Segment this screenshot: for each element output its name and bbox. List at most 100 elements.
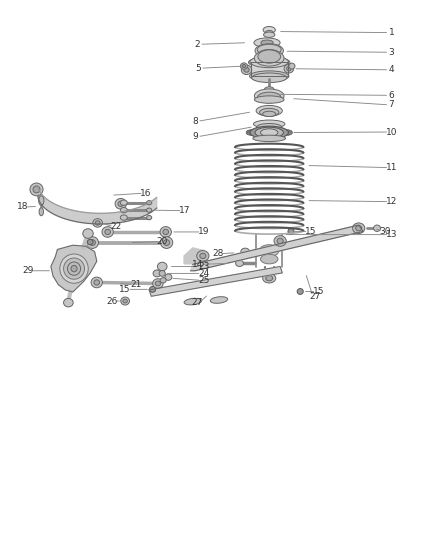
Ellipse shape — [271, 133, 275, 136]
Text: 10: 10 — [386, 127, 397, 136]
Ellipse shape — [160, 227, 171, 237]
Ellipse shape — [95, 221, 100, 225]
Ellipse shape — [285, 132, 290, 135]
Ellipse shape — [266, 276, 273, 281]
Ellipse shape — [120, 215, 127, 220]
Ellipse shape — [297, 288, 303, 294]
Ellipse shape — [287, 130, 291, 134]
Text: 15: 15 — [120, 285, 131, 294]
Ellipse shape — [105, 229, 110, 235]
Ellipse shape — [258, 92, 281, 103]
Ellipse shape — [121, 297, 130, 305]
Text: 17: 17 — [179, 206, 191, 215]
Text: 18: 18 — [17, 203, 28, 212]
Ellipse shape — [184, 298, 201, 305]
Ellipse shape — [153, 270, 161, 277]
Text: 2: 2 — [194, 40, 200, 49]
Ellipse shape — [250, 71, 289, 82]
Ellipse shape — [263, 133, 268, 136]
Ellipse shape — [64, 258, 85, 279]
Ellipse shape — [86, 237, 99, 248]
Ellipse shape — [258, 50, 281, 63]
Ellipse shape — [30, 183, 43, 196]
Ellipse shape — [356, 225, 362, 231]
Ellipse shape — [247, 130, 251, 134]
Ellipse shape — [155, 281, 160, 286]
Ellipse shape — [250, 126, 288, 139]
Ellipse shape — [200, 253, 206, 259]
Ellipse shape — [150, 286, 155, 292]
Polygon shape — [149, 266, 283, 296]
Ellipse shape — [374, 225, 381, 231]
Ellipse shape — [274, 133, 279, 136]
Ellipse shape — [94, 280, 99, 285]
Polygon shape — [191, 225, 363, 271]
Ellipse shape — [261, 40, 273, 45]
Text: 6: 6 — [389, 91, 394, 100]
Ellipse shape — [274, 128, 279, 132]
Polygon shape — [51, 245, 97, 292]
Text: 5: 5 — [195, 64, 201, 72]
Ellipse shape — [91, 277, 102, 288]
Ellipse shape — [260, 108, 279, 116]
Ellipse shape — [83, 229, 93, 238]
Ellipse shape — [283, 129, 287, 133]
Ellipse shape — [261, 50, 278, 55]
Text: 4: 4 — [389, 66, 394, 74]
Ellipse shape — [257, 44, 281, 55]
Ellipse shape — [265, 87, 274, 92]
Ellipse shape — [256, 106, 283, 116]
Ellipse shape — [274, 236, 286, 246]
Ellipse shape — [289, 63, 295, 69]
Ellipse shape — [240, 63, 247, 69]
Ellipse shape — [254, 96, 284, 103]
Ellipse shape — [278, 133, 282, 136]
Ellipse shape — [120, 207, 127, 213]
Ellipse shape — [255, 127, 283, 138]
Text: 13: 13 — [386, 230, 397, 239]
Ellipse shape — [250, 56, 288, 68]
Ellipse shape — [197, 251, 209, 261]
Text: 29: 29 — [22, 266, 33, 275]
Ellipse shape — [160, 237, 173, 248]
Text: 27: 27 — [191, 298, 203, 307]
Ellipse shape — [267, 128, 272, 132]
Ellipse shape — [254, 120, 285, 128]
Ellipse shape — [157, 262, 167, 271]
Ellipse shape — [288, 229, 294, 235]
Text: 14: 14 — [192, 260, 204, 269]
Ellipse shape — [160, 278, 166, 283]
Text: 11: 11 — [386, 163, 397, 172]
Text: 16: 16 — [140, 189, 152, 198]
Ellipse shape — [89, 240, 95, 246]
Ellipse shape — [115, 198, 127, 209]
Ellipse shape — [280, 132, 285, 136]
Ellipse shape — [241, 248, 250, 255]
Ellipse shape — [248, 57, 290, 68]
Text: 23: 23 — [198, 262, 209, 271]
Ellipse shape — [259, 245, 279, 256]
Text: 25: 25 — [198, 276, 209, 285]
Text: 1: 1 — [389, 28, 394, 37]
Ellipse shape — [39, 196, 44, 205]
Ellipse shape — [261, 129, 278, 136]
Ellipse shape — [247, 132, 252, 135]
Ellipse shape — [263, 128, 268, 132]
Ellipse shape — [102, 227, 113, 237]
Ellipse shape — [236, 260, 244, 266]
Ellipse shape — [254, 50, 284, 66]
Text: 8: 8 — [192, 117, 198, 126]
Ellipse shape — [277, 238, 283, 244]
Ellipse shape — [93, 219, 102, 227]
Text: 27: 27 — [309, 292, 321, 301]
Ellipse shape — [247, 130, 252, 134]
Ellipse shape — [147, 215, 152, 220]
Ellipse shape — [263, 273, 276, 283]
Ellipse shape — [60, 254, 88, 283]
Ellipse shape — [283, 132, 287, 136]
Ellipse shape — [257, 133, 261, 136]
Text: 20: 20 — [156, 237, 168, 246]
Ellipse shape — [280, 129, 285, 133]
Ellipse shape — [257, 124, 282, 131]
Ellipse shape — [71, 265, 77, 272]
